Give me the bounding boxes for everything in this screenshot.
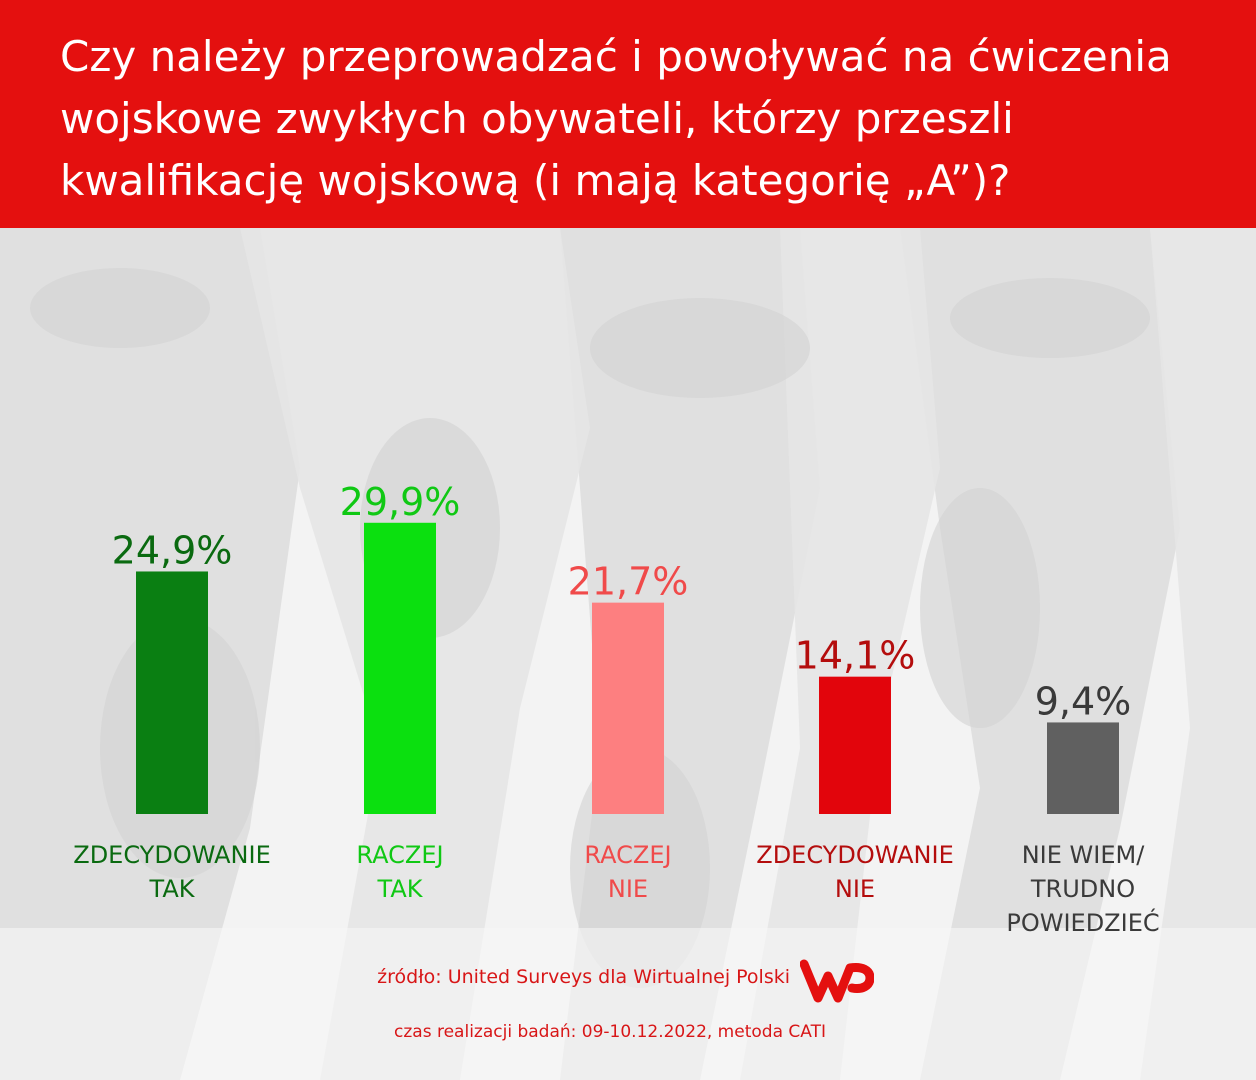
category-label-line: NIE WIEM/: [1021, 841, 1145, 869]
category-label-1: ZDECYDOWANIE TAK: [52, 838, 292, 906]
bar-1: [136, 571, 208, 814]
category-label-line: NIE: [834, 875, 876, 903]
category-label-5: NIE WIEM/TRUDNO POWIEDZIEĆ: [963, 838, 1203, 940]
category-label-line: TAK: [149, 875, 195, 903]
soldiers-background-image: [0, 228, 1256, 1080]
header-banner: Czy należy przeprowadzać i powoływać na …: [0, 0, 1256, 228]
category-label-3: RACZEJ NIE: [508, 838, 748, 906]
bar-3: [592, 602, 664, 814]
bar-5: [1047, 722, 1119, 814]
category-label-line: POWIEDZIEĆ: [1006, 909, 1160, 937]
value-label-5: 9,4%: [1035, 679, 1132, 723]
bar-2: [364, 522, 436, 814]
source-text: źródło: United Surveys dla Wirtualnej Po…: [377, 966, 790, 988]
bar-4: [819, 676, 891, 814]
category-label-line: ZDECYDOWANIE: [756, 841, 954, 869]
value-label-2: 29,9%: [340, 480, 461, 524]
category-label-line: RACZEJ: [584, 841, 672, 869]
wp-logo-icon: [800, 959, 874, 1003]
survey-date-text: czas realizacji badań: 09-10.12.2022, me…: [394, 1022, 826, 1042]
category-label-4: ZDECYDOWANIE NIE: [735, 838, 975, 906]
category-label-line: ZDECYDOWANIE: [73, 841, 271, 869]
category-label-line: TAK: [377, 875, 423, 903]
bar-chart: 24,9% 29,9% 21,7% 14,1% 9,4%: [112, 480, 1132, 814]
value-label-3: 21,7%: [568, 560, 689, 604]
value-label-4: 14,1%: [795, 634, 916, 678]
value-label-1: 24,9%: [112, 528, 233, 572]
category-label-2: RACZEJ TAK: [280, 838, 520, 906]
category-label-line: NIE: [607, 875, 649, 903]
chart-title: Czy należy przeprowadzać i powoływać na …: [60, 32, 1172, 205]
category-label-line: RACZEJ: [356, 841, 444, 869]
category-label-line: TRUDNO: [1030, 875, 1136, 903]
